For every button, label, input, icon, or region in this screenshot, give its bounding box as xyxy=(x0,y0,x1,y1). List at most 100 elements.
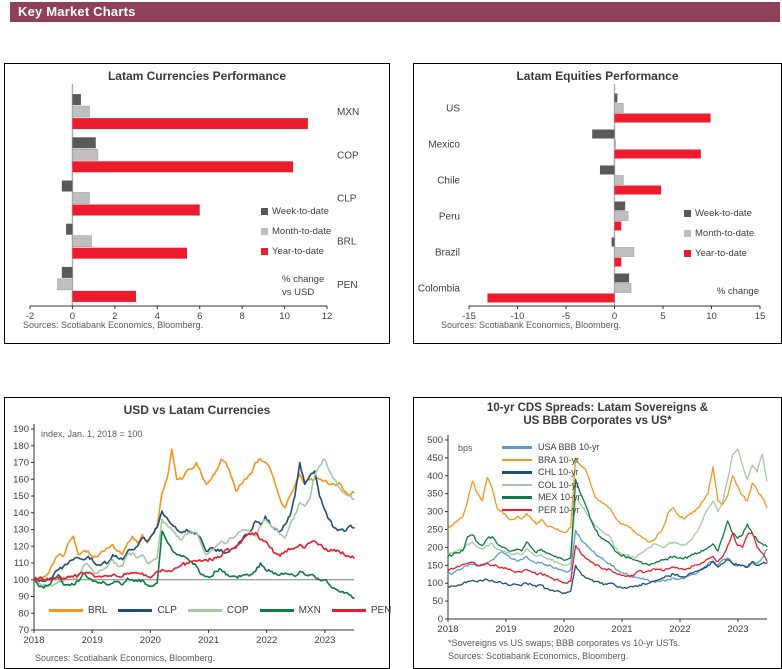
legend-swatch-USA BBB 10-yr xyxy=(502,446,532,449)
latam-currencies-panel: Latam Currencies Performance -2 0 2 4 6 8 10 12… xyxy=(4,63,390,344)
legend: BRL CLP COP MXN PEN xyxy=(49,605,402,616)
bar-Peru-Week-to-date xyxy=(614,201,626,211)
x-tick-label: 10 xyxy=(279,311,290,322)
legend-item: Month-to-date xyxy=(261,221,331,241)
legend-label: Month-to-date xyxy=(272,225,332,237)
bar-COP-Week-to-date xyxy=(72,137,96,149)
y-tick-label: 80 xyxy=(18,608,29,619)
category-label: Peru xyxy=(439,212,460,223)
x-tick-label: 12 xyxy=(322,311,333,322)
legend-label: BRL xyxy=(88,605,108,616)
bar-Chile-Year-to-date xyxy=(614,185,662,195)
chart-title: Latam Currencies Performance xyxy=(107,69,287,83)
source-note: Sources: Scotiabank Economics, Bloomberg… xyxy=(23,320,204,330)
x-tick-label: 2023 xyxy=(314,635,335,646)
legend-swatch-MEX 10-yr xyxy=(502,496,532,499)
legend-label: MXN xyxy=(298,605,321,616)
source-note: Sources: Scotiabank Economics, Bloomberg… xyxy=(441,320,622,330)
bar-Chile-Week-to-date xyxy=(599,165,615,175)
latam-equities-panel: Latam Equities Performance -15 -10 -5 0 5 10 1… xyxy=(413,63,782,344)
bar-MXN-Month-to-date xyxy=(72,105,90,118)
cds-spreads-svg: 0 50 100 150 200 250 300 350 400 450 500 2018 2019 20… xyxy=(427,435,768,635)
x-tick-label: 10 xyxy=(706,311,717,322)
y-tick-label: 150 xyxy=(427,560,443,571)
legend-swatch-BRL xyxy=(49,608,83,613)
y-tick-label: 160 xyxy=(13,474,29,485)
y-tick-label: 0 xyxy=(438,614,443,625)
x-tick-label: 2021 xyxy=(611,624,632,635)
x-tick-label: 2023 xyxy=(727,624,748,635)
legend-label: COL 10-yr xyxy=(538,479,580,490)
chart-title: Latam Equities Performance xyxy=(516,69,679,83)
y-tick-label: 400 xyxy=(427,471,443,482)
series-CHL 10-yr xyxy=(447,559,768,595)
series-PER 10-yr xyxy=(447,532,768,584)
category-label: Brazil xyxy=(435,248,460,259)
legend-item: Week-to-date xyxy=(261,201,331,221)
bar-Mexico-Week-to-date xyxy=(592,129,615,139)
bar-CLP-Month-to-date xyxy=(72,192,90,204)
legend-label: Week-to-date xyxy=(695,207,752,219)
legend-swatch-Year-to-date xyxy=(684,249,691,257)
legend-item: MXN xyxy=(259,605,321,616)
x-tick-label: 2019 xyxy=(495,624,516,635)
legend-item: CHL 10-yr xyxy=(502,466,600,479)
legend-label: PER 10-yr xyxy=(538,504,580,515)
bar-COP-Month-to-date xyxy=(72,149,99,161)
legend-swatch-Month-to-date xyxy=(684,229,691,237)
bar-Brazil-Year-to-date xyxy=(614,257,622,267)
x-tick-label: 6 xyxy=(197,311,202,322)
legend-swatch-CLP xyxy=(118,608,153,613)
x-tick-label: 2020 xyxy=(140,635,161,646)
bar-MXN-Week-to-date xyxy=(72,94,81,106)
header-bar xyxy=(10,2,780,22)
source-note: Sources: Scotiabank Economics, Bloomberg… xyxy=(35,653,216,663)
series-COP xyxy=(33,458,355,588)
category-label: BRL xyxy=(337,237,357,248)
x-tick-label: -15 xyxy=(462,311,476,322)
bar-PEN-Year-to-date xyxy=(72,290,137,302)
legend-item: PEN xyxy=(331,605,392,616)
legend-item: USA BBB 10-yr xyxy=(502,441,600,454)
bar-PEN-Month-to-date xyxy=(57,278,73,291)
legend-swatch-COP xyxy=(187,608,222,613)
legend-item: Year-to-date xyxy=(261,241,331,261)
legend-swatch-Week-to-date xyxy=(261,207,268,215)
x-tick-label: 2019 xyxy=(82,635,103,646)
y-tick-label: 100 xyxy=(427,578,443,589)
bar-CLP-Year-to-date xyxy=(72,204,200,216)
y-tick-label: 170 xyxy=(13,458,29,469)
index-annotation: index, Jan. 1, 2018 = 100 xyxy=(41,429,143,439)
bar-US-Week-to-date xyxy=(614,93,618,103)
legend-label: BRA 10-yr xyxy=(538,454,580,465)
legend-label: PEN xyxy=(370,605,392,616)
legend-label: COP xyxy=(226,605,249,616)
bar-Peru-Year-to-date xyxy=(614,221,622,231)
latam-currencies-plot: -2 0 2 4 6 8 10 12 MXN COP CLP BRL PEN xyxy=(5,64,389,343)
legend-label: USA BBB 10-yr xyxy=(538,442,600,453)
usd-vs-latam-panel: USD vs Latam Currencies index, Jan. 1, 2… xyxy=(4,397,391,669)
legend-swatch-Week-to-date xyxy=(684,209,691,217)
bar-Colombia-Week-to-date xyxy=(614,273,630,283)
legend-item: Month-to-date xyxy=(684,223,754,243)
legend: Week-to-date Month-to-date Year-to-date xyxy=(684,203,754,263)
series-CLP xyxy=(33,461,355,583)
legend-swatch-PER 10-yr xyxy=(502,508,532,511)
bar-Brazil-Month-to-date xyxy=(614,247,635,257)
x-tick-label: 2021 xyxy=(198,635,219,646)
bar-BRL-Month-to-date xyxy=(72,235,92,247)
bar-CLP-Week-to-date xyxy=(61,180,73,192)
series-BRA 10-yr xyxy=(447,457,768,543)
bar-PEN-Week-to-date xyxy=(61,266,73,278)
legend-label: Month-to-date xyxy=(695,227,755,239)
legend-label: Year-to-date xyxy=(695,247,747,259)
y-tick-label: 150 xyxy=(13,491,29,502)
bps-unit-label: bps xyxy=(458,443,473,453)
x-tick-label: 2020 xyxy=(553,624,574,635)
section-header: Key Market Charts xyxy=(10,2,780,22)
y-tick-label: 100 xyxy=(13,575,29,586)
x-tick-label: -10 xyxy=(511,311,525,322)
x-tick-label: 2022 xyxy=(256,635,277,646)
legend-item: COL 10-yr xyxy=(502,479,600,492)
x-tick-label: 2 xyxy=(112,311,117,322)
